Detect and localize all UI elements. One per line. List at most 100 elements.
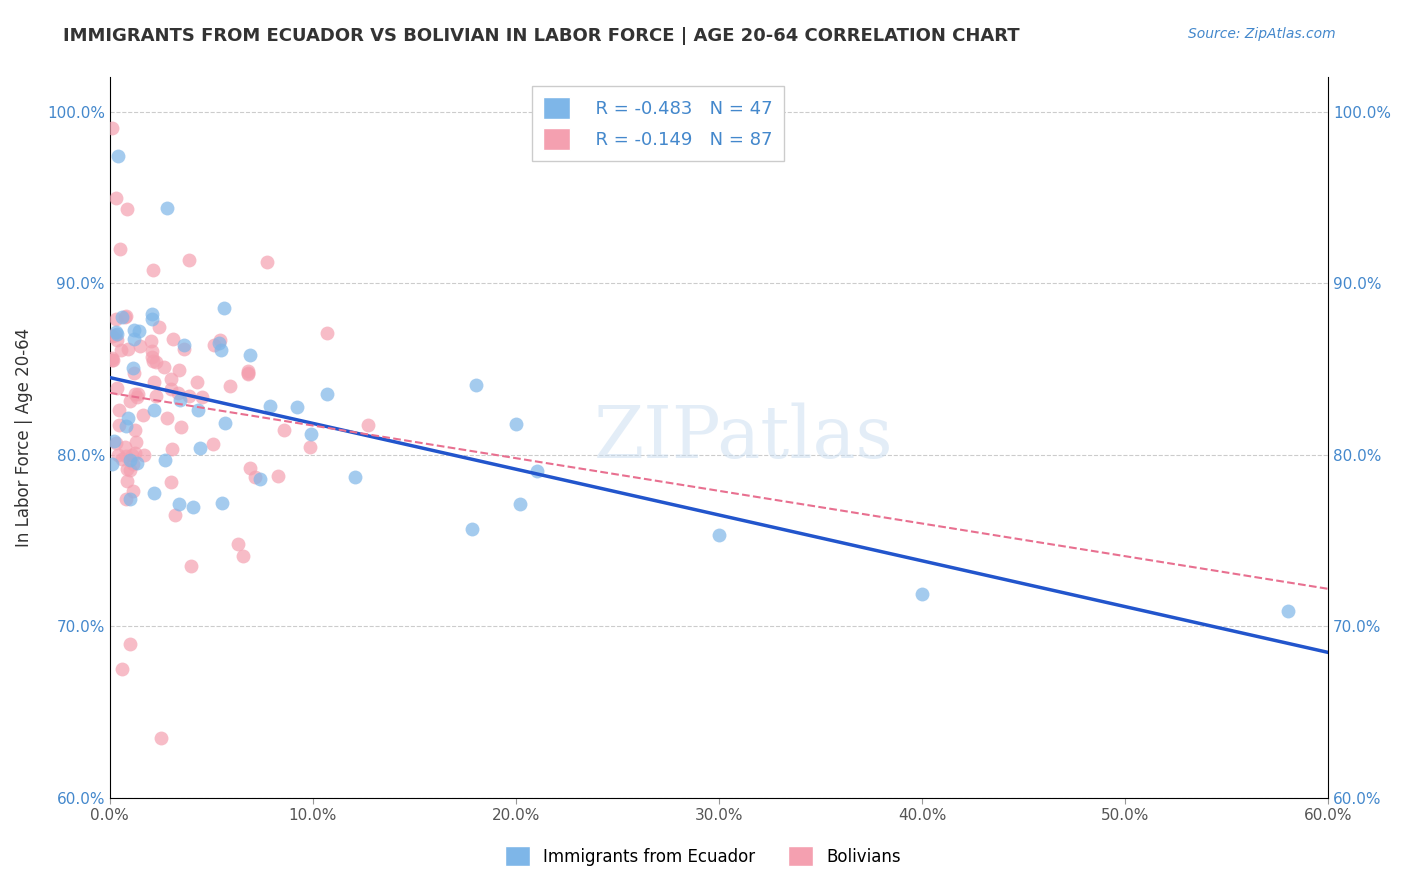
Point — [120, 452, 142, 467]
Point — [141, 350, 163, 364]
Point — [167, 497, 190, 511]
Point — [101, 121, 124, 136]
Point — [162, 331, 184, 345]
Point — [173, 342, 195, 356]
Point — [180, 559, 202, 574]
Point — [139, 334, 162, 348]
Point — [160, 372, 183, 386]
Point — [117, 202, 139, 216]
Point — [143, 375, 166, 389]
Point — [115, 492, 138, 507]
Point — [104, 312, 127, 326]
Point — [101, 457, 124, 471]
Point — [465, 377, 488, 392]
Point — [156, 201, 179, 215]
Point — [256, 255, 278, 269]
Point — [177, 252, 200, 267]
Point — [108, 417, 131, 432]
Point — [526, 464, 548, 478]
Point — [141, 307, 163, 321]
Point — [122, 323, 145, 337]
Point — [105, 333, 128, 347]
Point — [110, 343, 132, 357]
Point — [117, 342, 139, 356]
Point — [107, 403, 129, 417]
Point — [114, 310, 136, 325]
Point — [191, 390, 214, 404]
Point — [111, 662, 134, 676]
Point — [214, 417, 236, 431]
Point — [181, 500, 204, 514]
Point — [128, 324, 150, 338]
Point — [128, 339, 150, 353]
Point — [238, 364, 260, 378]
Point — [111, 452, 134, 467]
Point — [111, 310, 134, 324]
Point — [208, 336, 231, 351]
Text: Source: ZipAtlas.com: Source: ZipAtlas.com — [1188, 27, 1336, 41]
Point — [104, 435, 127, 450]
Point — [156, 411, 179, 425]
Point — [142, 402, 165, 417]
Point — [104, 326, 127, 340]
Point — [148, 319, 170, 334]
Point — [259, 399, 281, 413]
Point — [218, 379, 240, 393]
Point — [357, 418, 380, 433]
Point — [141, 312, 163, 326]
Point — [170, 420, 193, 434]
Point — [149, 731, 172, 745]
Point — [238, 368, 260, 382]
Point — [145, 355, 167, 369]
Point — [239, 461, 262, 475]
Point — [226, 537, 249, 551]
Point — [120, 462, 142, 476]
Point — [343, 469, 366, 483]
Point — [316, 326, 339, 340]
Point — [124, 446, 146, 460]
Point — [285, 400, 308, 414]
Point — [166, 386, 188, 401]
Point — [115, 462, 138, 476]
Y-axis label: In Labor Force | Age 20-64: In Labor Force | Age 20-64 — [15, 328, 32, 548]
Point — [202, 437, 225, 451]
Point — [143, 485, 166, 500]
Point — [132, 448, 155, 462]
Point — [169, 392, 191, 407]
Point — [122, 367, 145, 381]
Point — [190, 442, 212, 456]
Point — [173, 338, 195, 352]
Point — [211, 496, 233, 510]
Point — [153, 360, 176, 375]
Point — [105, 381, 128, 395]
Point — [1277, 604, 1299, 618]
Point — [160, 382, 183, 396]
Point — [120, 491, 142, 506]
Point — [101, 352, 124, 367]
Point — [131, 409, 153, 423]
Point — [212, 301, 235, 315]
Point — [142, 263, 165, 277]
Point — [120, 637, 142, 651]
Point — [101, 351, 124, 365]
Legend:   R = -0.483   N = 47,   R = -0.149   N = 87: R = -0.483 N = 47, R = -0.149 N = 87 — [531, 87, 785, 161]
Point — [209, 343, 232, 357]
Point — [124, 387, 146, 401]
Point — [299, 427, 322, 442]
Point — [187, 403, 209, 417]
Point — [239, 348, 262, 362]
Point — [125, 434, 148, 449]
Point — [101, 329, 124, 343]
Point — [232, 549, 254, 563]
Point — [127, 390, 149, 404]
Text: IMMIGRANTS FROM ECUADOR VS BOLIVIAN IN LABOR FORCE | AGE 20-64 CORRELATION CHART: IMMIGRANTS FROM ECUADOR VS BOLIVIAN IN L… — [63, 27, 1019, 45]
Point — [107, 448, 129, 462]
Point — [104, 190, 127, 204]
Point — [145, 389, 167, 403]
Point — [107, 149, 129, 163]
Point — [121, 360, 143, 375]
Point — [159, 475, 181, 489]
Point — [124, 423, 146, 437]
Point — [122, 457, 145, 471]
Point — [236, 366, 259, 380]
